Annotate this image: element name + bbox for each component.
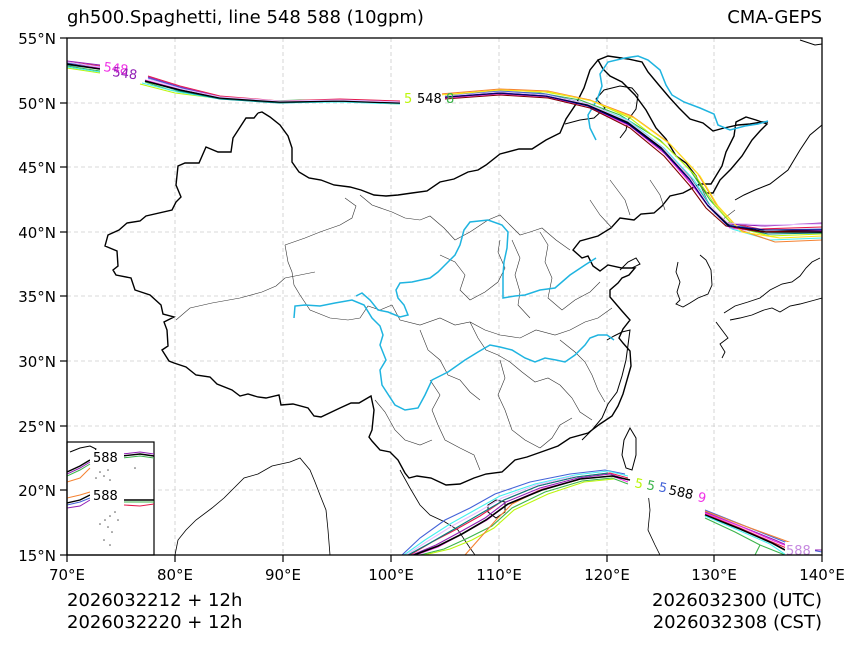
contour-label: 548 bbox=[111, 65, 138, 83]
x-tick-label: 90°E bbox=[265, 566, 301, 584]
init-time-line2: 2026032220 + 12h bbox=[67, 612, 243, 633]
x-axis-labels: 70°E 80°E 90°E 100°E 110°E 120°E 130°E 1… bbox=[49, 566, 845, 584]
chart-title: gh500.Spaghetti, line 548 588 (10gpm) bbox=[67, 7, 424, 28]
valid-time: 2026032300 (UTC) 2026032308 (CST) bbox=[652, 590, 822, 634]
x-tick-label: 130°E bbox=[691, 566, 737, 584]
hainan-coast bbox=[487, 499, 506, 519]
contour-label: 588 bbox=[786, 544, 811, 559]
contour-label: 588 bbox=[93, 451, 118, 466]
province-borders bbox=[175, 179, 736, 471]
axis-ticks bbox=[60, 37, 823, 562]
korea-coast bbox=[675, 254, 713, 308]
japan-coast bbox=[715, 257, 822, 359]
y-tick-label: 30°N bbox=[18, 353, 56, 371]
contour-label: 588 bbox=[93, 489, 118, 504]
contour-548-labels: 548 548 5 548 8 bbox=[100, 60, 454, 107]
east-coast bbox=[581, 257, 641, 441]
svg-text:5: 5 bbox=[657, 480, 668, 496]
contour-label: 548 bbox=[417, 92, 442, 107]
rivers bbox=[293, 55, 769, 411]
y-tick-label: 40°N bbox=[18, 224, 56, 242]
y-tick-label: 25°N bbox=[18, 418, 56, 436]
contour-588-bundle bbox=[401, 469, 822, 555]
y-tick-label: 20°N bbox=[18, 482, 56, 500]
svg-text:5: 5 bbox=[645, 478, 656, 494]
model-name: CMA-GEPS bbox=[727, 7, 822, 28]
init-time-line1: 2026032212 + 12h bbox=[67, 590, 243, 611]
x-tick-label: 80°E bbox=[157, 566, 193, 584]
y-axis-labels: 55°N 50°N 45°N 40°N 35°N 30°N 25°N 20°N … bbox=[18, 30, 56, 565]
svg-text:5: 5 bbox=[404, 92, 412, 107]
contour-label: 588 bbox=[667, 483, 694, 503]
south-china-sea-inset: 588 588 bbox=[66, 441, 155, 556]
valid-time-utc: 2026032300 (UTC) bbox=[652, 590, 822, 611]
gridlines bbox=[67, 38, 822, 555]
contour-548-bundle bbox=[67, 60, 822, 243]
x-tick-label: 70°E bbox=[49, 566, 85, 584]
x-tick-label: 100°E bbox=[368, 566, 414, 584]
x-tick-label: 120°E bbox=[584, 566, 630, 584]
init-time: 2026032212 + 12h 2026032220 + 12h bbox=[67, 590, 242, 634]
svg-text:9: 9 bbox=[696, 490, 707, 506]
contour-label: 548 bbox=[102, 60, 129, 78]
plot-frame bbox=[66, 37, 823, 556]
x-tick-label: 110°E bbox=[476, 566, 522, 584]
x-tick-label: 140°E bbox=[799, 566, 845, 584]
y-tick-label: 35°N bbox=[18, 288, 56, 306]
svg-text:5: 5 bbox=[633, 476, 644, 492]
y-tick-label: 50°N bbox=[18, 95, 56, 113]
y-tick-label: 55°N bbox=[18, 30, 56, 48]
y-tick-label: 45°N bbox=[18, 159, 56, 177]
contour-588-labels: 5 5 5 588 9 588 bbox=[627, 474, 815, 559]
valid-time-cst: 2026032308 (CST) bbox=[652, 612, 822, 633]
y-tick-label: 15°N bbox=[18, 547, 56, 565]
svg-text:8: 8 bbox=[446, 92, 454, 107]
taiwan-coast bbox=[621, 426, 637, 471]
